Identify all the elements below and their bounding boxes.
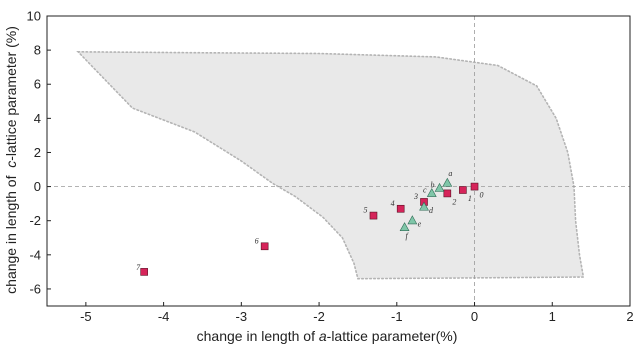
point-label-0: 0 <box>480 191 484 200</box>
square-marker-7 <box>140 268 148 276</box>
y-tick-label: 4 <box>34 111 41 126</box>
square-marker-2 <box>443 189 452 198</box>
square-marker-6 <box>260 242 269 251</box>
data-points-layer: 01 2 3 4 5 6 7 a bc def <box>136 169 484 276</box>
x-tick-label: 0 <box>471 309 478 324</box>
point-label-a: a <box>448 169 452 178</box>
plot-frame <box>46 15 631 307</box>
feasible-region-layer <box>76 50 585 280</box>
triangle-marker-d <box>419 201 429 211</box>
point-label-3: 3 <box>413 192 418 201</box>
y-tick-label: 10 <box>27 9 41 24</box>
x-tick-label: -3 <box>236 309 248 324</box>
point-label-6: 6 <box>255 236 259 245</box>
x-axis-title: change in length of a-lattice parameter(… <box>197 328 458 344</box>
point-label-5: 5 <box>363 206 367 215</box>
triangle-marker-b <box>434 182 445 192</box>
y-tick-label: -2 <box>29 213 41 228</box>
triangle-marker-a <box>442 177 453 187</box>
x-tick-label: -1 <box>391 309 403 324</box>
x-tick-label: 2 <box>626 309 633 324</box>
triangle-marker-f <box>399 222 410 232</box>
x-tick-label: -2 <box>313 309 325 324</box>
point-label-1: 1 <box>468 194 472 203</box>
point-label-e: e <box>418 220 422 229</box>
y-tick-label: 6 <box>34 77 41 92</box>
square-marker-4 <box>396 204 405 213</box>
square-marker-0 <box>470 182 479 191</box>
triangle-marker-e <box>407 215 418 225</box>
y-tick-label: -4 <box>29 247 41 262</box>
point-label-f: f <box>405 232 409 241</box>
y-axis-title: change in length of c-lattice parameter … <box>3 26 19 294</box>
feasible-region <box>76 50 585 280</box>
y-tick-label: 0 <box>34 179 41 194</box>
square-marker-5 <box>369 211 378 220</box>
triangle-marker-c <box>426 187 437 197</box>
point-label-4: 4 <box>391 199 395 208</box>
point-label-c: c <box>423 185 427 194</box>
y-tick-label: 2 <box>34 145 41 160</box>
point-label-2: 2 <box>452 197 456 206</box>
point-label-b: b <box>431 180 435 189</box>
reference-lines-layer <box>47 16 630 306</box>
x-tick-label: -5 <box>80 309 92 324</box>
square-marker-1 <box>459 186 467 194</box>
y-tick-label: -6 <box>29 281 41 296</box>
point-label-7: 7 <box>136 263 141 272</box>
y-tick-label: 8 <box>34 43 41 58</box>
x-tick-label: -4 <box>158 309 170 324</box>
x-tick-label: 1 <box>549 309 556 324</box>
point-label-d: d <box>429 206 434 215</box>
